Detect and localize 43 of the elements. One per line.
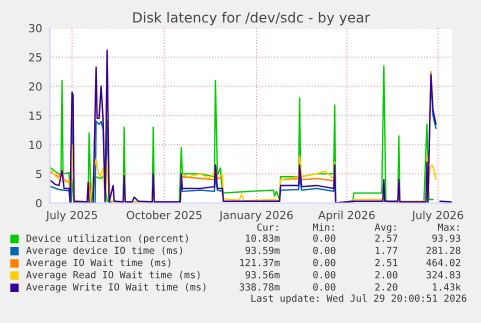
x-tick-label: January 2026 <box>218 210 293 222</box>
text: 0.00 <box>313 258 336 266</box>
y-tick-label: 10 <box>29 140 42 150</box>
text: 2.51 <box>375 258 398 266</box>
y-tick-label: 25 <box>29 53 42 62</box>
text: 0.00 <box>313 283 336 291</box>
text: 1.43k <box>432 283 461 291</box>
text: 1.77 <box>376 246 398 254</box>
x-tick-label: July 2025 <box>46 210 97 222</box>
text: Min: <box>312 223 334 231</box>
text: 464.02 <box>426 258 460 266</box>
legend-label: Average device IO time (ms) <box>26 246 182 256</box>
x-tick-label: October 2025 <box>126 210 202 220</box>
text: 0.00 <box>313 246 336 254</box>
text: 121.37m <box>240 258 280 266</box>
y-tick-label: 15 <box>29 112 42 120</box>
text: 93.56m <box>245 271 280 278</box>
text: 281.28 <box>426 246 460 254</box>
text: 2.20 <box>375 283 398 291</box>
text: 324.83 <box>426 271 460 278</box>
text: 93.93 <box>432 234 460 242</box>
legend-label: Average IO Wait time (ms) <box>26 258 170 268</box>
text: 0.00 <box>313 271 336 278</box>
text: 0.00 <box>313 234 336 242</box>
text: 2.00 <box>375 271 398 278</box>
legend-label: Device utilization (percent) <box>26 234 188 244</box>
y-tick-label: 30 <box>29 24 42 32</box>
x-tick-label: July 2026 <box>411 210 464 222</box>
legend-label: Average Write IO Wait time (ms) <box>26 283 206 293</box>
y-tick-label: 0 <box>36 198 42 208</box>
text: 10.83m <box>246 234 280 242</box>
text: Avg: <box>374 224 396 233</box>
text: Cur: <box>257 223 278 231</box>
y-tick-label: 20 <box>29 82 42 91</box>
chart-title: Disk latency for /dev/sdc - by year <box>133 12 370 26</box>
x-tick-label: April 2026 <box>318 210 375 222</box>
y-tick-label: 5 <box>36 170 42 178</box>
text: Last update: Wed Jul 29 20:00:51 2026 <box>251 294 466 304</box>
text: Max: <box>438 224 459 231</box>
text: 338.78m <box>240 283 280 291</box>
text: 2.57 <box>375 234 398 242</box>
text: 93.59m <box>245 246 280 254</box>
legend-label: Average Read IO Wait time (ms) <box>26 270 200 280</box>
